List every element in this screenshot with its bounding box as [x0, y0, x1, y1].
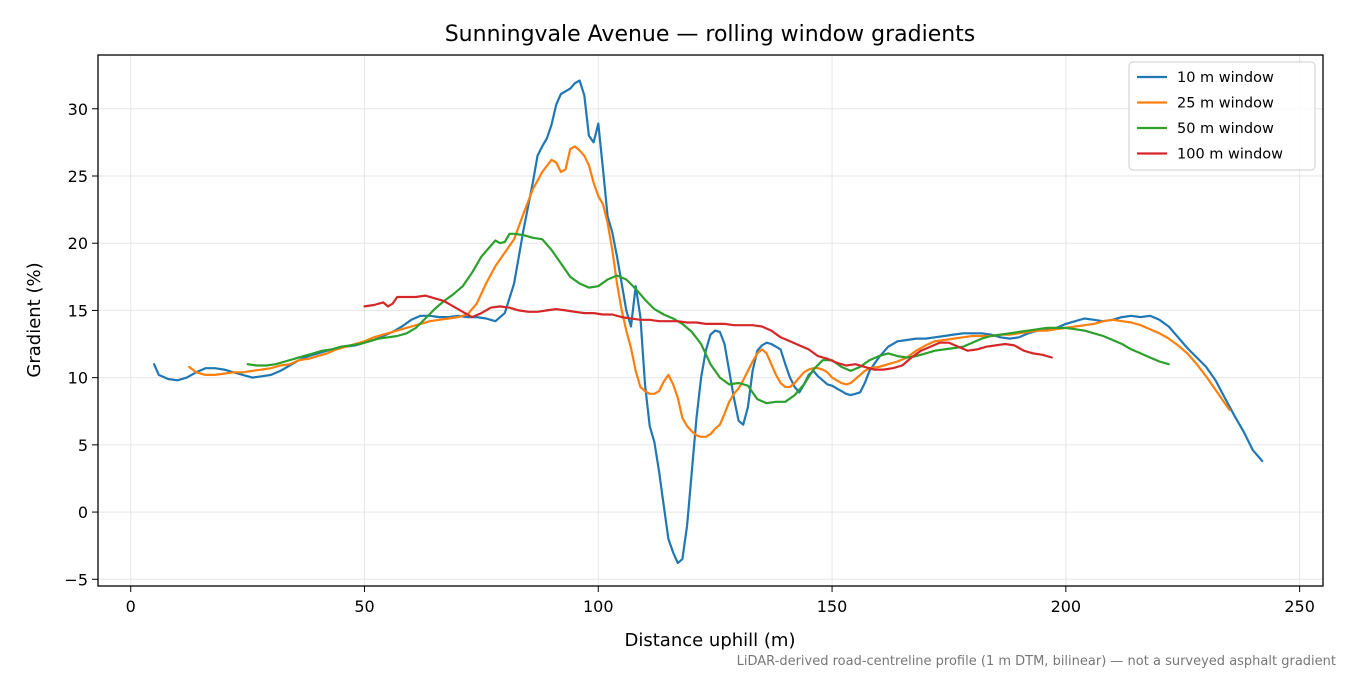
legend: 10 m window 25 m window 50 m window 100 m w… — [1128, 61, 1316, 171]
legend-label: 50 m window — [1177, 121, 1274, 137]
y-tick-label: 25 — [68, 167, 88, 186]
y-tick-label: 20 — [68, 234, 88, 253]
y-tick-label: 15 — [68, 301, 88, 320]
x-tick-label: 150 — [817, 597, 848, 616]
y-tick-label: −5 — [64, 570, 88, 589]
x-tick-label: 50 — [354, 597, 374, 616]
x-tick-label: 250 — [1284, 597, 1315, 616]
x-axis-label: Distance uphill (m) — [625, 630, 796, 651]
chart-title: Sunningvale Avenue — rolling window grad… — [445, 22, 976, 47]
y-axis-label: Gradient (%) — [24, 262, 45, 377]
legend-label: 10 m window — [1177, 70, 1274, 86]
legend-label: 100 m window — [1177, 147, 1283, 163]
x-tick-label: 100 — [583, 597, 614, 616]
axis-ticks: 0 50 100 150 200 250 −5 0 5 10 15 20 25 30 — [64, 100, 1314, 616]
series-line-10-m-window — [153, 79, 1264, 565]
y-tick-label: 10 — [68, 369, 88, 388]
series-line-100-m-window — [363, 294, 1053, 371]
y-tick-label: 0 — [78, 503, 88, 522]
footnote: LiDAR-derived road-centreline profile (1… — [737, 654, 1336, 669]
legend-label: 25 m window — [1177, 96, 1274, 112]
legend-box — [1128, 61, 1316, 171]
x-tick-label: 200 — [1051, 597, 1082, 616]
y-tick-label: 30 — [68, 100, 88, 119]
plot-area — [153, 79, 1264, 565]
plot-frame — [97, 54, 1324, 587]
series-line-50-m-window — [246, 232, 1170, 405]
y-tick-label: 5 — [78, 436, 88, 455]
x-tick-label: 0 — [126, 597, 136, 616]
series-line-25-m-window — [188, 145, 1231, 438]
